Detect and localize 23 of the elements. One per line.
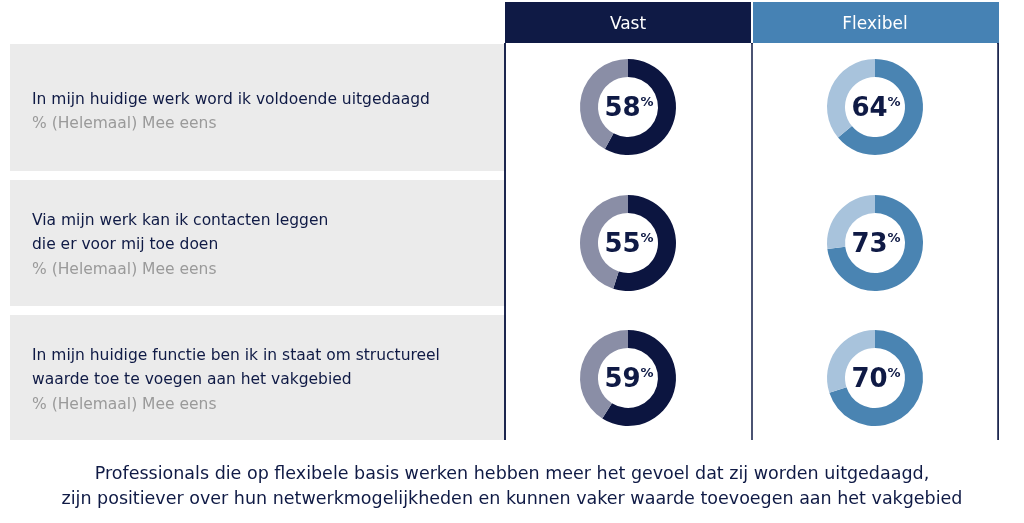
data-label: 70$^{%}$ [851,363,901,393]
donut-slice [838,59,923,155]
text: In mijn huidige functie ben ik in staat om structureel [32,346,440,364]
text: % (Helemaal) Mee eens [32,114,217,132]
text: Professionals die op flexibele basis werken hebben meer het gevoel dat zij worden uitgedaagd, [94,463,930,483]
data-label: 58$^{%}$ [604,92,654,122]
donut-slice [602,330,676,426]
text: die er voor mij toe doen [32,235,219,253]
text: zijn positiever over hun netwerkmogelijkheden en kunnen vaker waarde toevoegen aan het vakgebied [61,488,963,508]
text: Flexibel [842,13,908,33]
text: waarde toe te voegen aan het vakgebied [32,370,352,388]
donut-slice [604,59,676,155]
donut-slice [827,195,923,291]
text: Vast [609,13,647,33]
data-label: 64$^{%}$ [851,92,901,122]
text: % (Helemaal) Mee eens [32,260,217,278]
data-label: 55$^{%}$ [604,228,654,258]
text: Via mijn werk kan ik contacten leggen [32,211,329,229]
data-label: 59$^{%}$ [604,363,654,393]
donut-slice [829,330,923,426]
text: In mijn huidige werk word ik voldoende uitgedaagd [32,90,430,108]
data-label: 73$^{%}$ [851,228,901,258]
text: % (Helemaal) Mee eens [32,395,217,413]
